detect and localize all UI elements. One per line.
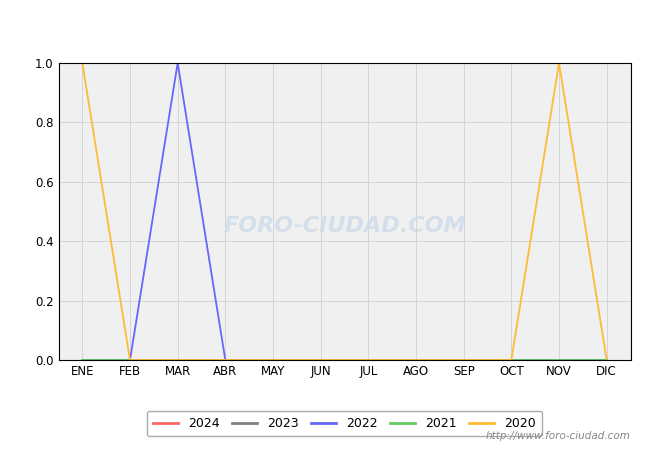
2021 [79, 357, 86, 363]
2022 [508, 357, 515, 363]
Line: 2020: 2020 [83, 63, 606, 360]
2021 [555, 357, 563, 363]
2024 [174, 357, 181, 363]
2020 [412, 357, 420, 363]
2024 [126, 357, 134, 363]
2023 [79, 357, 86, 363]
2024 [222, 357, 229, 363]
2020 [317, 357, 324, 363]
Text: http://www.foro-ciudad.com: http://www.foro-ciudad.com [486, 431, 630, 441]
2023 [412, 357, 420, 363]
2024 [365, 357, 372, 363]
2024 [508, 357, 515, 363]
2021 [412, 357, 420, 363]
2021 [460, 357, 467, 363]
Text: Matriculaciones de Vehiculos en Sotillo: Matriculaciones de Vehiculos en Sotillo [164, 18, 486, 36]
2020 [174, 357, 181, 363]
2022 [555, 357, 563, 363]
2020 [269, 357, 277, 363]
2020 [603, 357, 610, 363]
2023 [603, 357, 610, 363]
2024 [269, 357, 277, 363]
2021 [126, 357, 134, 363]
2023 [555, 357, 563, 363]
2021 [269, 357, 277, 363]
2023 [508, 357, 515, 363]
2023 [460, 357, 467, 363]
Legend: 2024, 2023, 2022, 2021, 2020: 2024, 2023, 2022, 2021, 2020 [147, 411, 542, 436]
Text: FORO-CIUDAD.COM: FORO-CIUDAD.COM [223, 216, 466, 236]
Line: 2022: 2022 [83, 63, 606, 360]
2024 [317, 357, 324, 363]
2021 [603, 357, 610, 363]
2020 [126, 357, 134, 363]
2024 [79, 357, 86, 363]
2020 [460, 357, 467, 363]
2024 [603, 357, 610, 363]
2024 [412, 357, 420, 363]
2021 [508, 357, 515, 363]
2022 [412, 357, 420, 363]
2021 [317, 357, 324, 363]
2022 [269, 357, 277, 363]
2022 [317, 357, 324, 363]
2020 [508, 357, 515, 363]
2024 [460, 357, 467, 363]
2022 [174, 60, 181, 66]
2021 [174, 357, 181, 363]
2020 [222, 357, 229, 363]
2023 [365, 357, 372, 363]
2022 [222, 357, 229, 363]
2022 [126, 357, 134, 363]
2022 [603, 357, 610, 363]
2022 [79, 357, 86, 363]
2024 [555, 357, 563, 363]
2023 [317, 357, 324, 363]
2023 [126, 357, 134, 363]
2022 [460, 357, 467, 363]
2022 [365, 357, 372, 363]
2020 [365, 357, 372, 363]
2020 [555, 60, 563, 66]
2023 [174, 357, 181, 363]
2021 [222, 357, 229, 363]
2021 [365, 357, 372, 363]
2023 [269, 357, 277, 363]
2023 [222, 357, 229, 363]
2020 [79, 60, 86, 66]
